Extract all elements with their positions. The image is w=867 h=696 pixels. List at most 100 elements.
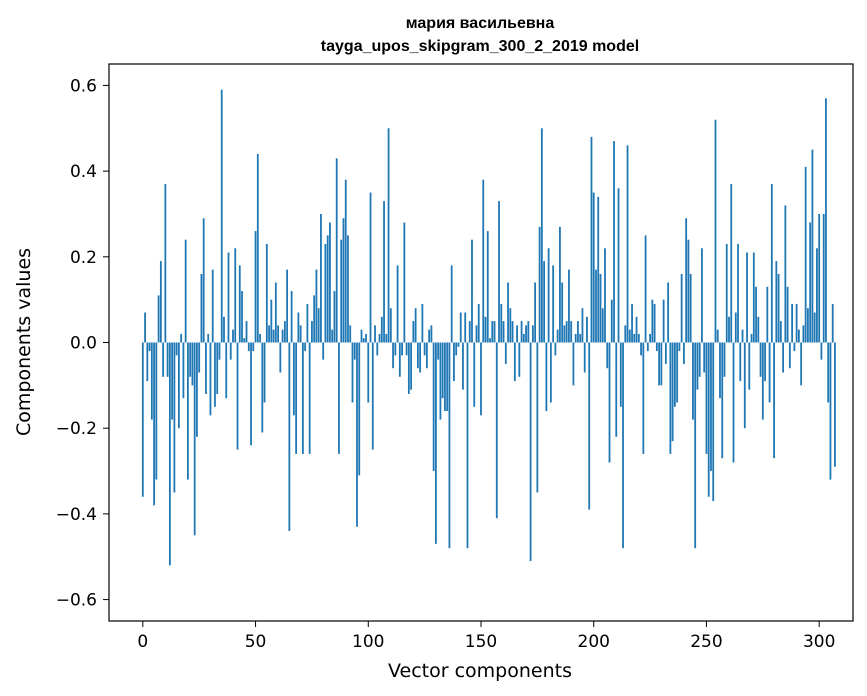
bar-166	[516, 325, 518, 343]
bar-59	[274, 282, 277, 343]
x-tick-label: 300	[803, 632, 835, 652]
bar-138	[453, 342, 455, 382]
bar-235	[671, 342, 674, 442]
bar-294	[804, 166, 807, 343]
bar-169	[522, 333, 525, 343]
bar-199	[590, 136, 593, 343]
bar-211	[617, 188, 620, 343]
bar-123	[419, 342, 422, 373]
bar-227	[653, 303, 656, 343]
bar-173	[531, 325, 534, 343]
bar-234	[669, 342, 672, 454]
bar-190	[570, 321, 573, 343]
bar-300	[818, 213, 821, 343]
bar-25	[198, 342, 201, 373]
bar-148	[475, 325, 478, 343]
bar-75	[311, 321, 313, 343]
bar-83	[329, 222, 331, 343]
bar-242	[687, 239, 690, 343]
bar-121	[414, 308, 417, 343]
bar-68	[295, 342, 298, 454]
bar-9	[162, 342, 165, 377]
bar-155	[491, 321, 494, 343]
bar-180	[547, 248, 550, 343]
bar-60	[277, 325, 279, 343]
bar-49	[252, 342, 255, 352]
bar-160	[502, 321, 505, 343]
bar-201	[595, 269, 597, 343]
bar-276	[764, 342, 766, 382]
bar-278	[768, 342, 771, 403]
bar-158	[498, 201, 500, 343]
bar-17	[180, 333, 183, 343]
bar-175	[536, 342, 539, 493]
bar-5	[153, 342, 155, 506]
bar-266	[741, 329, 744, 343]
bar-162	[507, 282, 509, 343]
bar-269	[748, 342, 751, 390]
bar-50	[254, 231, 257, 343]
bar-219	[635, 316, 638, 343]
bar-223	[644, 235, 647, 343]
bar-255	[716, 329, 719, 343]
bar-76	[313, 295, 316, 343]
bar-132	[439, 342, 442, 420]
bar-279	[770, 183, 773, 343]
bar-203	[599, 273, 602, 343]
bar-188	[565, 321, 568, 343]
bar-263	[734, 312, 737, 343]
bar-29	[207, 333, 210, 343]
bar-128	[430, 325, 433, 343]
bar-61	[279, 342, 282, 373]
bar-271	[752, 252, 755, 343]
bar-202	[597, 196, 600, 343]
bar-232	[664, 342, 667, 364]
bar-273	[757, 316, 760, 343]
bar-292	[800, 342, 803, 386]
x-tick-label: 250	[690, 632, 722, 652]
bar-78	[317, 308, 320, 343]
x-axis-label: Vector components	[388, 660, 572, 682]
bar-101	[369, 192, 372, 343]
bar-171	[527, 321, 530, 343]
bar-74	[308, 342, 311, 454]
bar-220	[637, 333, 640, 343]
bar-26	[200, 273, 203, 343]
bar-81	[324, 243, 327, 343]
bar-87	[338, 342, 340, 454]
bar-216	[628, 329, 631, 343]
bar-289	[793, 342, 796, 352]
bar-268	[746, 252, 748, 343]
bar-96	[358, 342, 361, 476]
bar-284	[782, 342, 785, 373]
bar-58	[272, 329, 275, 343]
bar-206	[606, 342, 609, 369]
bar-307	[834, 342, 836, 467]
bar-24	[196, 342, 198, 437]
bar-285	[784, 205, 787, 343]
bar-157	[495, 342, 498, 519]
bar-104	[376, 342, 379, 356]
bar-55	[265, 243, 268, 343]
bar-110	[389, 308, 392, 343]
bar-43	[238, 265, 241, 343]
bar-124	[421, 303, 424, 343]
bar-262	[732, 342, 735, 463]
bar-119	[410, 342, 413, 390]
bar-66	[290, 291, 293, 343]
bar-31	[211, 269, 214, 343]
bar-36	[223, 316, 225, 343]
bar-94	[353, 342, 356, 360]
bar-111	[392, 342, 394, 369]
bar-170	[525, 325, 527, 343]
bar-11	[166, 342, 169, 377]
bar-98	[362, 338, 365, 343]
y-tick-label: 0.6	[70, 76, 97, 96]
bar-214	[624, 325, 627, 343]
bar-228	[655, 342, 658, 352]
bar-298	[813, 312, 816, 343]
bar-series	[141, 89, 836, 566]
bar-230	[660, 342, 663, 386]
y-axis-ticks: −0.6 −0.4 −0.2 0.0 0.2 0.4 0.6	[56, 76, 109, 611]
bar-90	[344, 179, 347, 343]
